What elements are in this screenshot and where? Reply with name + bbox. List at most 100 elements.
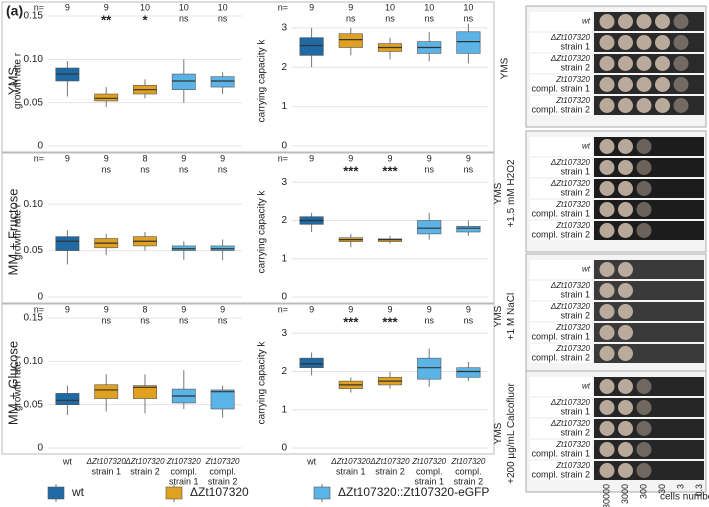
significance: ns bbox=[385, 13, 395, 23]
strain-label: ΔZt107320 bbox=[550, 302, 591, 311]
colony-spot bbox=[618, 14, 633, 29]
strain-label: compl. strain 1 bbox=[531, 331, 590, 341]
n-count: 9 bbox=[427, 153, 432, 163]
strain-label: Zt107320 bbox=[555, 440, 590, 449]
strain-label-box bbox=[530, 75, 592, 94]
strain-label: ΔZt107320 bbox=[550, 419, 591, 428]
colony-spot bbox=[618, 139, 633, 154]
colony-spot bbox=[655, 14, 670, 29]
x-tick-label: ΔZt107320 bbox=[369, 457, 410, 466]
y-tick-label: 3 bbox=[281, 328, 287, 339]
n-count: 9 bbox=[309, 153, 314, 163]
box bbox=[456, 367, 481, 378]
n-label: n= bbox=[34, 153, 44, 163]
n-count: 9 bbox=[427, 304, 432, 314]
n-count: 9 bbox=[348, 153, 353, 163]
row-frame bbox=[1, 303, 495, 455]
y-tick-label: 0.10 bbox=[24, 54, 44, 65]
n-count: 9 bbox=[220, 153, 225, 163]
strain-label: strain 1 bbox=[560, 289, 590, 299]
colony-spot bbox=[636, 421, 652, 436]
n-count: 9 bbox=[387, 304, 392, 314]
strain-label: wt bbox=[582, 142, 591, 151]
dilution-label: 0.3 bbox=[694, 484, 704, 497]
y-tick-label: 1 bbox=[281, 253, 287, 264]
significance: ns bbox=[101, 315, 111, 325]
colony-spot bbox=[599, 421, 615, 436]
box bbox=[210, 76, 235, 88]
y-tick-label: 0.15 bbox=[24, 11, 44, 22]
strain-label-box bbox=[530, 323, 592, 342]
significance: ns bbox=[424, 164, 434, 174]
x-tick-label: compl. bbox=[416, 466, 443, 476]
colony-spot bbox=[599, 346, 615, 361]
panel-label: (a) bbox=[6, 3, 23, 19]
plot-area bbox=[48, 157, 242, 301]
box bbox=[299, 37, 324, 56]
x-tick-label: compl. bbox=[209, 466, 236, 476]
y-tick-label: 0 bbox=[281, 141, 287, 152]
colony-spot bbox=[636, 35, 652, 50]
dilution-label: 300 bbox=[638, 484, 648, 499]
colony-spot bbox=[655, 56, 670, 71]
x-tick-label: ΔZt107320 bbox=[86, 457, 127, 466]
n-count: 9 bbox=[104, 304, 109, 314]
strain-label: Zt107320 bbox=[555, 96, 590, 105]
n-label: n= bbox=[34, 304, 44, 314]
box bbox=[338, 33, 363, 48]
x-tick-label: ΔZt107320 bbox=[330, 457, 371, 466]
y-tick-label: 2 bbox=[281, 62, 287, 73]
y-tick-label: 0.10 bbox=[24, 199, 44, 210]
box bbox=[133, 385, 157, 399]
dilution-label: 30000 bbox=[601, 484, 611, 507]
colony-spot bbox=[636, 181, 652, 196]
strain-label: Zt107320 bbox=[555, 461, 590, 470]
strain-label-box bbox=[530, 12, 592, 31]
x-tick-label: wt bbox=[62, 456, 72, 466]
strain-label-box bbox=[530, 419, 592, 438]
colony-spot bbox=[636, 56, 652, 71]
strain-label: ΔZt107320 bbox=[550, 54, 591, 63]
colony-spot bbox=[599, 98, 615, 113]
n-count: 8 bbox=[142, 153, 147, 163]
colony-spot bbox=[636, 139, 652, 154]
colony-spot bbox=[618, 346, 633, 361]
strain-label-box bbox=[530, 302, 592, 321]
strain-label-box bbox=[530, 281, 592, 300]
colony-spot bbox=[599, 160, 615, 175]
colony-spot bbox=[599, 283, 615, 298]
colony-spot bbox=[599, 139, 615, 154]
significance: ** bbox=[101, 12, 112, 27]
strain-label: strain 2 bbox=[560, 310, 590, 320]
n-count: 8 bbox=[142, 304, 147, 314]
strain-label: Zt107320 bbox=[555, 344, 590, 353]
x-tick-label: compl. bbox=[455, 466, 482, 476]
colony-spot bbox=[599, 304, 615, 319]
strain-label: ΔZt107320 bbox=[550, 281, 591, 290]
significance: ns bbox=[140, 164, 150, 174]
dilution-label: 3 bbox=[675, 484, 685, 489]
colony-spot bbox=[618, 400, 633, 415]
strain-label-box bbox=[530, 33, 592, 52]
x-tick-label: Zt107320 bbox=[450, 457, 485, 466]
n-count: 9 bbox=[65, 304, 70, 314]
colony-spot bbox=[655, 35, 670, 50]
colony-spot bbox=[618, 325, 633, 340]
colony-spot bbox=[599, 262, 615, 277]
strain-label: wt bbox=[582, 17, 591, 26]
y-tick-label: 0 bbox=[37, 141, 43, 152]
significance: ns bbox=[218, 13, 228, 23]
x-tick-label: strain 1 bbox=[336, 466, 366, 476]
strain-label: compl. strain 2 bbox=[531, 229, 590, 239]
n-count: 10 bbox=[424, 2, 434, 12]
x-tick-label: compl. bbox=[171, 466, 198, 476]
n-count: 9 bbox=[104, 153, 109, 163]
colony-spot bbox=[599, 35, 615, 50]
colony-spot bbox=[618, 379, 633, 394]
n-label: n= bbox=[278, 304, 288, 314]
strain-label: ΔZt107320 bbox=[550, 33, 591, 42]
strain-label-box bbox=[530, 461, 592, 480]
significance: ns bbox=[101, 164, 111, 174]
colony-spot bbox=[599, 56, 615, 71]
significance: ns bbox=[218, 164, 228, 174]
